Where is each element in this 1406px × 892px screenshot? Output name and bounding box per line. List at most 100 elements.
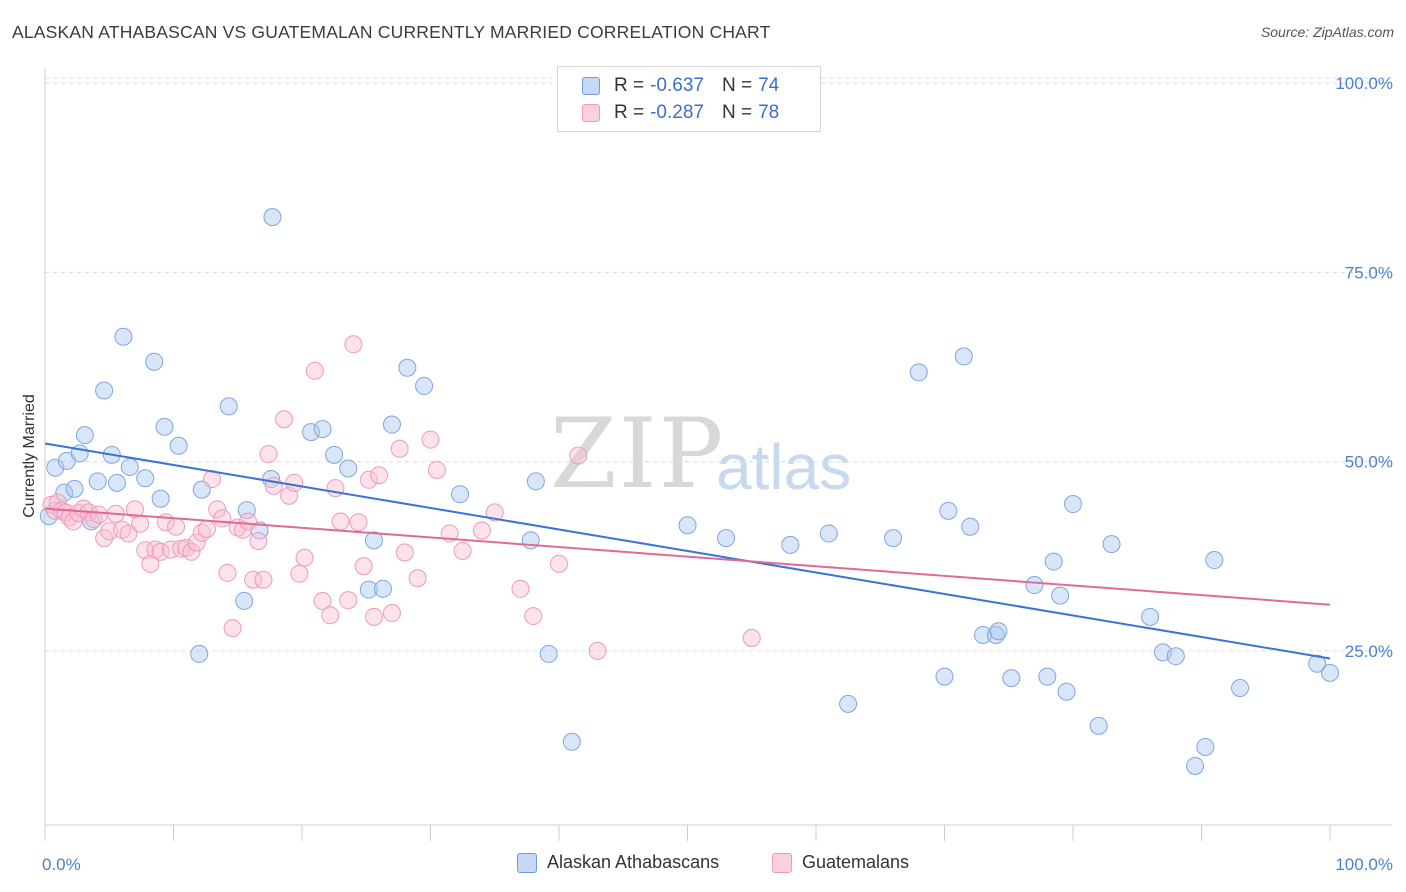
athabascan-point bbox=[954, 347, 973, 366]
guatemalan-point bbox=[349, 513, 368, 532]
athabascan-point bbox=[935, 667, 954, 686]
guatemalan-point bbox=[359, 470, 378, 489]
guatemalan-point bbox=[167, 517, 186, 536]
athabascan-point bbox=[1002, 669, 1021, 688]
n-label: N = bbox=[721, 102, 753, 123]
legend-row-athabascan: R = -0.637 N = 74 bbox=[582, 74, 779, 98]
guatemalan-point bbox=[161, 540, 180, 559]
athabascan-point bbox=[1166, 647, 1185, 666]
source-credit: Source: ZipAtlas.com bbox=[1260, 24, 1394, 40]
athabascan-point bbox=[151, 489, 170, 508]
n-value: 74 bbox=[758, 75, 780, 96]
athabascan-point bbox=[678, 516, 697, 535]
guatemalan-point bbox=[125, 500, 144, 519]
athabascan-point bbox=[1186, 756, 1205, 775]
n-label: N = bbox=[721, 75, 753, 96]
trend-lines bbox=[44, 442, 1331, 660]
legend-swatch-guatemalan bbox=[772, 852, 792, 873]
x-tick-label: 0.0% bbox=[42, 855, 81, 874]
y-tick-label: 75.0% bbox=[1345, 263, 1393, 282]
athabascan-point bbox=[190, 644, 209, 663]
guatemalan-point bbox=[119, 524, 138, 543]
guatemalan-point bbox=[100, 522, 119, 541]
athabascan-point bbox=[989, 622, 1008, 641]
athabascan-point bbox=[884, 529, 903, 548]
guatemalan-point bbox=[370, 466, 389, 485]
r-label: R = bbox=[614, 75, 645, 96]
guatemalan-point bbox=[354, 557, 373, 576]
y-tick-label: 25.0% bbox=[1345, 642, 1393, 661]
guatemalan-point bbox=[472, 521, 491, 540]
athabascan-point bbox=[237, 501, 256, 520]
athabascan-point bbox=[1038, 667, 1057, 686]
athabascan-point bbox=[909, 363, 928, 382]
guatemalan-point bbox=[295, 548, 314, 567]
athabascan-point bbox=[325, 445, 344, 464]
athabascan-point bbox=[839, 694, 858, 713]
r-value: -0.287 bbox=[650, 102, 704, 123]
guatemalan-point bbox=[136, 541, 155, 560]
athabascan-point bbox=[1051, 586, 1070, 605]
legend-swatch-athabascan bbox=[582, 77, 600, 95]
athabascan-point bbox=[1231, 678, 1250, 697]
athabascan-point bbox=[155, 417, 174, 436]
athabascan-point bbox=[263, 208, 282, 227]
athabascan-point bbox=[65, 479, 84, 498]
guatemalan-point bbox=[382, 604, 401, 623]
athabascan-point bbox=[1141, 607, 1160, 626]
gridlines bbox=[45, 77, 1392, 652]
athabascan-point bbox=[46, 458, 65, 477]
guatemalan-point bbox=[331, 512, 350, 531]
guatemalan-point bbox=[524, 607, 543, 626]
legend-row-guatemalan: R = -0.287 N = 78 bbox=[582, 101, 779, 125]
athabascan-point bbox=[1321, 663, 1339, 682]
guatemalan-point bbox=[390, 439, 409, 458]
athabascan-point bbox=[819, 524, 838, 543]
trend-line bbox=[44, 442, 1331, 660]
guatemalan-point bbox=[485, 503, 504, 522]
athabascan-point bbox=[373, 579, 392, 598]
athabascan-point bbox=[717, 529, 736, 548]
guatemalan-point bbox=[511, 579, 530, 598]
guatemalan-point bbox=[321, 606, 340, 625]
guatemalan-point bbox=[339, 591, 358, 610]
axes bbox=[44, 68, 1392, 841]
correlation-legend: R = -0.637 N = 74 R = -0.287 N = 78 bbox=[557, 66, 821, 132]
guatemalan-point bbox=[244, 570, 263, 589]
guatemalan-point bbox=[453, 541, 472, 560]
guatemalan-point bbox=[742, 629, 761, 648]
guatemalan-point bbox=[313, 591, 332, 610]
legend-swatch-guatemalan bbox=[582, 104, 600, 122]
guatemalan-point bbox=[254, 570, 273, 589]
athabascan-point bbox=[120, 457, 139, 476]
guatemalan-point bbox=[141, 554, 160, 573]
guatemalan-point bbox=[305, 361, 324, 380]
trend-line bbox=[44, 507, 1331, 606]
athabascan-point bbox=[339, 459, 358, 478]
guatemalan-point bbox=[213, 509, 232, 528]
athabascan-point bbox=[451, 485, 470, 504]
athabascan-point bbox=[88, 472, 107, 491]
athabascan-point bbox=[1025, 576, 1044, 595]
athabascan-point bbox=[974, 625, 993, 644]
guatemalan-point bbox=[364, 607, 383, 626]
athabascan-point bbox=[1308, 654, 1327, 673]
series-legend: Alaskan Athabascans Guatemalans bbox=[0, 852, 1406, 876]
y-tick-label: 100.0% bbox=[1335, 74, 1393, 93]
athabascan-point bbox=[781, 535, 800, 554]
athabascan-point bbox=[539, 644, 558, 663]
guatemalan-point bbox=[182, 542, 201, 561]
athabascan-point bbox=[301, 423, 320, 442]
athabascan-point bbox=[526, 472, 545, 491]
legend-item-guatemalan[interactable]: Guatemalans bbox=[772, 852, 909, 873]
guatemalan-point bbox=[187, 533, 206, 552]
athabascan-point bbox=[939, 501, 958, 520]
chart-title: ALASKAN ATHABASCAN VS GUATEMALAN CURRENT… bbox=[12, 22, 771, 42]
guatemalan-point bbox=[408, 569, 427, 588]
guatemalan-point bbox=[344, 335, 363, 354]
guatemalan-point bbox=[290, 564, 309, 583]
legend-item-athabascan[interactable]: Alaskan Athabascans bbox=[517, 852, 719, 873]
athabascan-point bbox=[961, 517, 980, 536]
series-guatemalans bbox=[42, 335, 761, 660]
watermark-zip: ZIP bbox=[550, 398, 726, 510]
